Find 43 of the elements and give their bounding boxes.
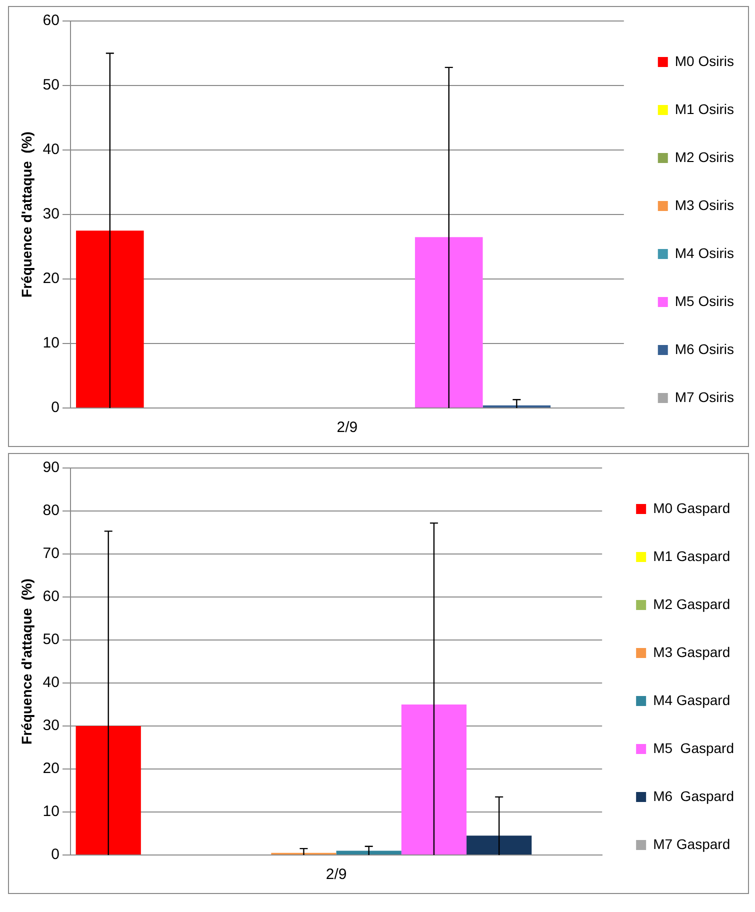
- legend-label: M6 Osiris: [674, 340, 734, 357]
- y-tick-label: 60: [42, 12, 60, 30]
- y-tick-label: 20: [42, 760, 60, 778]
- legend-label: M3 Gaspard: [653, 644, 730, 660]
- y-tick-label: 60: [42, 588, 60, 606]
- bar: [76, 726, 141, 854]
- y-tick-label: 40: [42, 674, 60, 692]
- y-tick-label: 30: [42, 206, 60, 223]
- legend-label: M5 Osiris: [674, 292, 734, 309]
- y-tick-label: 70: [42, 545, 60, 562]
- legend-label: M7 Gaspard: [653, 836, 730, 852]
- legend-label: M2 Osiris: [674, 148, 734, 165]
- x-tick-label: 2/9: [326, 866, 347, 884]
- y-tick-label: 40: [42, 141, 60, 158]
- x-tick-label: 2/9: [336, 419, 358, 436]
- legend-label: M0 Osiris: [674, 52, 734, 69]
- legend-label: M5 Gaspard: [653, 740, 734, 756]
- y-tick-label: 50: [42, 631, 60, 648]
- legend-label: M4 Gaspard: [653, 692, 730, 708]
- y-tick-label: 90: [42, 459, 60, 476]
- y-tick-label: 10: [42, 803, 60, 820]
- y-axis-title: Fréquence d'attaque (%): [18, 578, 34, 744]
- legend-label: M7 Osiris: [674, 388, 734, 405]
- y-axis-title: Fréquence d'attaque (%): [18, 132, 34, 298]
- legend-label: M0 Gaspard: [653, 500, 730, 516]
- bar: [401, 704, 467, 854]
- y-tick-label: 10: [42, 334, 60, 352]
- legend-label: M6 Gaspard: [653, 788, 734, 804]
- bar: [336, 850, 402, 854]
- bar: [466, 836, 532, 854]
- y-tick-label: 30: [42, 717, 60, 734]
- y-tick-label: 50: [42, 76, 60, 94]
- bar: [76, 230, 144, 408]
- legend-label: M2 Gaspard: [653, 596, 730, 612]
- legend-label: M1 Osiris: [674, 100, 734, 117]
- bar: [414, 237, 483, 408]
- legend-label: M4 Osiris: [674, 244, 734, 261]
- y-tick-label: 80: [42, 502, 60, 520]
- legend-label: M1 Gaspard: [653, 548, 730, 564]
- y-tick-label: 20: [42, 270, 60, 288]
- y-tick-label: 0: [51, 846, 60, 864]
- legend-label: M3 Osiris: [674, 196, 734, 213]
- y-tick-label: 0: [51, 399, 60, 416]
